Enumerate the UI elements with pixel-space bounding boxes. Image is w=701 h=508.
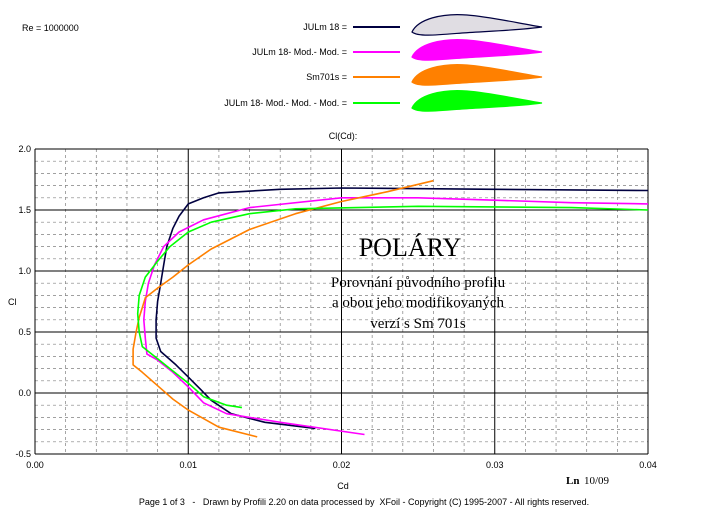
- signature-date: 10/09: [584, 475, 610, 487]
- x-tick-label: 0.02: [333, 460, 351, 470]
- annotation-heading: POLÁRY: [359, 233, 462, 262]
- series-line-4: [136, 205, 649, 409]
- y-axis-label: Cl: [8, 297, 17, 307]
- legend-label-3: Sm701s =: [306, 72, 347, 82]
- y-tick-label: 1.0: [18, 266, 31, 276]
- footer-text: Page 1 of 3 - Drawn by Profili 2.20 on d…: [139, 497, 589, 507]
- x-tick-label: 0.03: [486, 460, 504, 470]
- reynolds-number: Re = 1000000: [22, 23, 79, 33]
- series-line-3: [132, 179, 434, 438]
- y-tick-label: 0.0: [18, 388, 31, 398]
- annotation-line-3: verzí s Sm 701s: [370, 316, 466, 332]
- y-tick-label: 1.5: [18, 205, 31, 215]
- y-tick-label: 0.5: [18, 327, 31, 337]
- legend-airfoil-2: [411, 39, 543, 61]
- annotation-line-2: a obou jeho modifikovaných: [332, 295, 505, 311]
- annotation-line-1: Porovnání původního profilu: [331, 275, 506, 291]
- x-tick-label: 0.00: [26, 460, 44, 470]
- x-axis-label: Cd: [337, 481, 349, 491]
- x-tick-label: 0.04: [639, 460, 657, 470]
- legend-label-2: JULm 18- Mod.- Mod. =: [252, 47, 347, 57]
- legend-airfoil-1: [411, 14, 543, 36]
- x-tick-label: 0.01: [179, 460, 197, 470]
- legend-airfoil-3: [411, 64, 543, 86]
- major-grid: [34, 148, 649, 455]
- chart-title: Cl(Cd):: [329, 131, 358, 141]
- series-line-2: [143, 197, 649, 436]
- legend-label-1: JULm 18 =: [303, 22, 347, 32]
- legend: JULm 18 = JULm 18- Mod.- Mod. = Sm701s = JU…: [224, 14, 543, 112]
- y-tick-label: -0.5: [15, 449, 31, 459]
- series-line-1: [155, 187, 649, 430]
- series-layer: [132, 179, 649, 438]
- tick-labels: 0.00 0.01 0.02 0.03 0.04 -0.5 0.0 0.5 1.0 1.5 2.0: [15, 144, 656, 470]
- y-tick-label: 2.0: [18, 144, 31, 154]
- signature-name: Ln: [566, 475, 579, 487]
- legend-airfoil-4: [411, 90, 543, 112]
- legend-label-4: JULm 18- Mod.- Mod. - Mod. =: [224, 98, 347, 108]
